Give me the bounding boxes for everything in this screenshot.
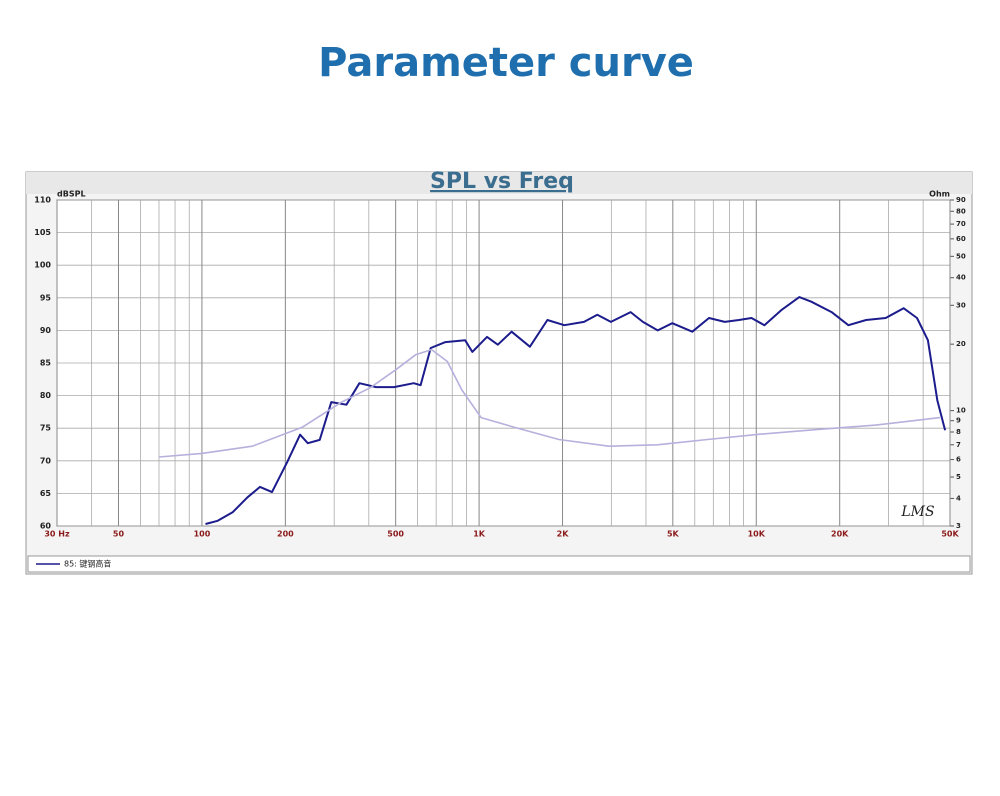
y2-tick-label: 30: [956, 301, 966, 309]
y2-tick-label: 50: [956, 252, 966, 260]
y-tick-label: 65: [40, 489, 52, 498]
y2-tick-label: 80: [956, 207, 966, 215]
y2-tick-label: 10: [956, 407, 966, 415]
y-tick-label: 85: [40, 359, 52, 368]
y-tick-label: 105: [34, 228, 51, 237]
grid: 60 65 70 75 80 85 90 95 100 105 110 3 4 5 6 7 8 9 10 20 30 40…: [34, 196, 966, 539]
y2-tick-label: 70: [956, 220, 966, 228]
y2-tick-label: 60: [956, 235, 966, 243]
y2-axis-label: Ohm: [929, 190, 950, 199]
y-tick-label: 90: [40, 326, 52, 335]
x-tick-label: 10K: [748, 530, 766, 539]
y-tick-label: 75: [40, 424, 52, 433]
y-tick-label: 100: [34, 261, 51, 270]
logo: LMS: [900, 504, 934, 520]
x-tick-label: 50: [113, 530, 125, 539]
y-tick-label: 95: [40, 293, 52, 302]
y-tick-label: 80: [40, 391, 52, 400]
y2-tick-label: 4: [956, 494, 961, 502]
x-tick-label: 50K: [941, 530, 959, 539]
x-tick-label: 5K: [667, 530, 680, 539]
x-tick-label: 500: [387, 530, 404, 539]
x-tick-label: 100: [194, 530, 211, 539]
y2-tick-label: 20: [956, 340, 966, 348]
y2-tick-label: 8: [956, 428, 961, 436]
y2-tick-label: 90: [956, 196, 966, 204]
y2-tick-label: 40: [956, 274, 966, 282]
x-tick-label: 1K: [473, 530, 486, 539]
series-line: [205, 296, 947, 525]
y-axis-label: dBSPL: [57, 190, 86, 199]
legend: [27, 555, 971, 573]
legend-items: 85: 键钢高音: [36, 559, 111, 569]
y2-tick-label: 3: [956, 522, 961, 530]
series-line: [158, 348, 941, 458]
y-tick-label: 60: [40, 522, 52, 531]
y-tick-label: 70: [40, 456, 52, 465]
panel-header: [26, 172, 972, 194]
y2-tick-label: 9: [956, 417, 961, 425]
chart-title: SPL vs Freq: [430, 169, 574, 194]
lines: [158, 296, 947, 525]
x-tick-label: 20K: [831, 530, 849, 539]
x-tick-label: 2K: [557, 530, 570, 539]
y2-tick-label: 7: [956, 441, 961, 449]
x-tick-label: 200: [277, 530, 294, 539]
y-tick-label: 110: [34, 196, 51, 205]
legend-label: 85: 键钢高音: [64, 559, 111, 569]
y2-tick-label: 6: [956, 456, 961, 464]
page-title: Parameter curve: [318, 40, 694, 86]
y2-tick-label: 5: [956, 473, 961, 481]
x-tick-label: 30 Hz: [44, 530, 70, 539]
